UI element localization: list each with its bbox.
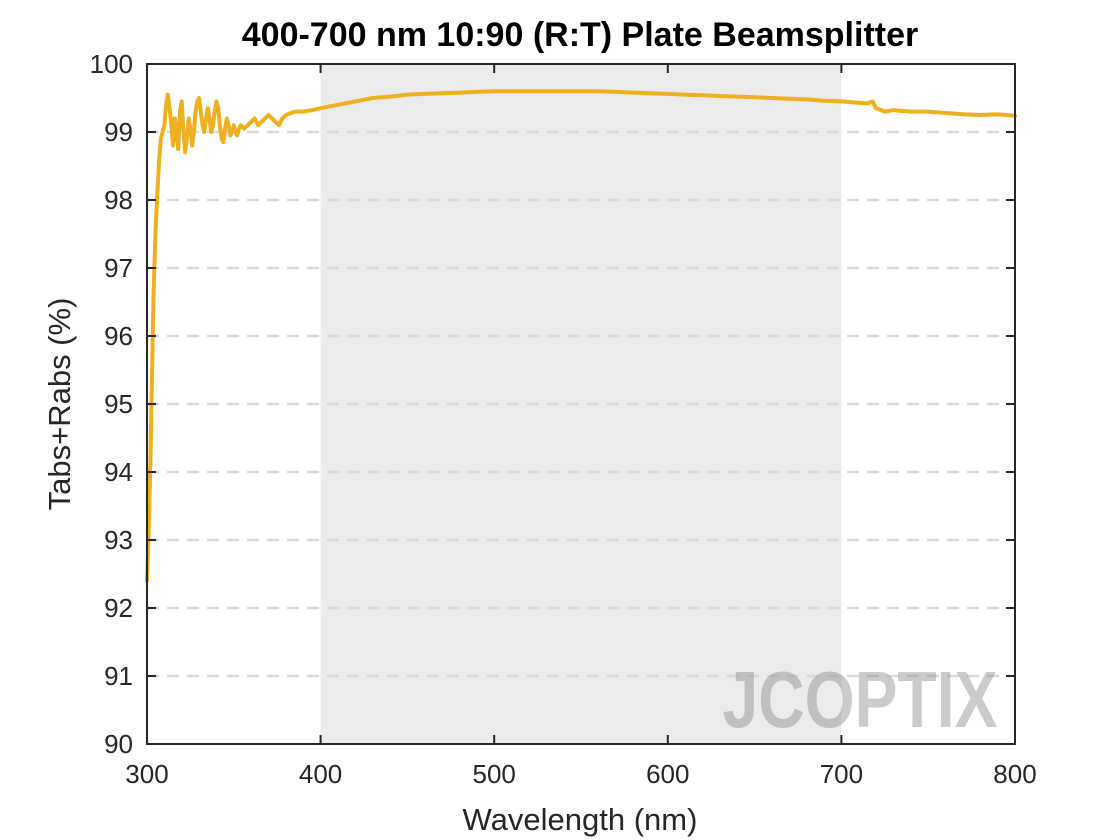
y-tick-label: 94 <box>104 457 133 487</box>
y-tick-label: 90 <box>104 729 133 759</box>
x-tick-label: 500 <box>473 759 516 789</box>
y-tick-label: 96 <box>104 321 133 351</box>
x-axis-label: Wavelength (nm) <box>463 802 698 837</box>
y-tick-label: 95 <box>104 389 133 419</box>
watermark: JCOPTIX <box>723 655 998 744</box>
chart-title: 400-700 nm 10:90 (R:T) Plate Beamsplitte… <box>242 16 918 54</box>
x-tick-label: 600 <box>646 759 689 789</box>
x-tick-label: 700 <box>820 759 863 789</box>
series-line <box>145 89 1017 583</box>
y-axis-label: Tabs+Rabs (%) <box>42 298 77 511</box>
y-tick-label: 98 <box>104 185 133 215</box>
y-tick-label: 92 <box>104 593 133 623</box>
x-tick-label: 400 <box>299 759 342 789</box>
watermark-text: JCOPTIX <box>723 655 998 744</box>
y-tick-label: 100 <box>90 49 133 79</box>
y-tick-label: 99 <box>104 117 133 147</box>
y-tick-label: 91 <box>104 661 133 691</box>
y-tick-label: 93 <box>104 525 133 555</box>
x-tick-label: 800 <box>993 759 1036 789</box>
y-tick-label: 97 <box>104 253 133 283</box>
x-tick-label: 300 <box>125 759 168 789</box>
